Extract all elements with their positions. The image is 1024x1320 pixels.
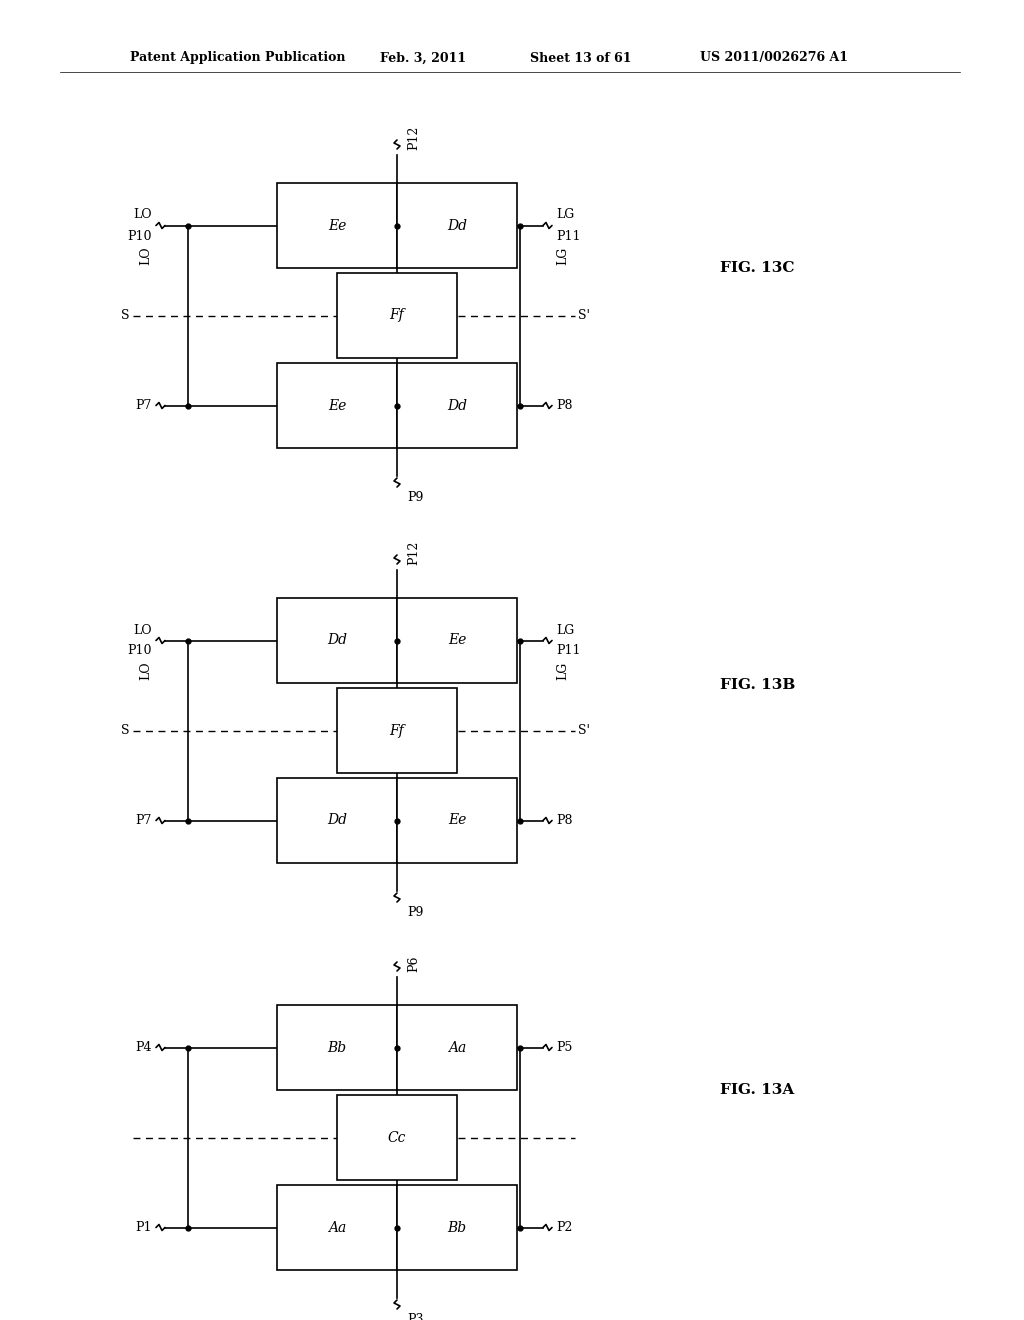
Text: P10: P10 [128,230,152,243]
Text: Dd: Dd [327,813,347,828]
Text: LO: LO [133,209,152,222]
Text: Cc: Cc [388,1130,407,1144]
Text: Feb. 3, 2011: Feb. 3, 2011 [380,51,466,65]
Text: Bb: Bb [328,1040,346,1055]
Text: Ee: Ee [447,813,466,828]
Text: FIG. 13B: FIG. 13B [720,678,796,692]
Text: Ee: Ee [447,634,466,648]
Text: P2: P2 [556,1221,572,1234]
Text: P5: P5 [556,1041,572,1053]
Text: P3: P3 [407,1313,424,1320]
Text: LO: LO [139,247,152,265]
Text: LG: LG [556,209,574,222]
Text: P7: P7 [135,814,152,828]
Text: Ff: Ff [389,723,404,738]
Text: Aa: Aa [328,1221,346,1234]
Text: Sheet 13 of 61: Sheet 13 of 61 [530,51,632,65]
Text: P11: P11 [556,230,581,243]
Bar [278,363,397,447]
Text: LG: LG [556,661,569,680]
Text: S': S' [578,309,590,322]
Text: FIG. 13C: FIG. 13C [720,261,795,275]
Text: LO: LO [133,623,152,636]
Text: S': S' [578,723,590,737]
Text: Dd: Dd [447,399,467,412]
Text: Patent Application Publication: Patent Application Publication [130,51,345,65]
Text: Aa: Aa [447,1040,466,1055]
Text: FIG. 13A: FIG. 13A [720,1082,795,1097]
Text: LO: LO [139,661,152,680]
Text: P4: P4 [135,1041,152,1053]
Bar [397,363,517,447]
Bar [278,777,397,863]
Text: P12: P12 [407,125,420,150]
Text: S: S [122,723,130,737]
Bar [397,777,517,863]
Bar [337,273,457,358]
Text: P10: P10 [128,644,152,657]
Bar [397,598,517,682]
Text: Ee: Ee [328,219,346,232]
Text: S: S [122,309,130,322]
Text: Dd: Dd [327,634,347,648]
Bar [397,183,517,268]
Text: P9: P9 [407,906,423,919]
Bar [278,598,397,682]
Bar [278,1005,397,1090]
Bar [337,1096,457,1180]
Text: P1: P1 [135,1221,152,1234]
Bar [397,1185,517,1270]
Text: P6: P6 [407,956,420,972]
Text: Bb: Bb [447,1221,467,1234]
Text: P12: P12 [407,541,420,565]
Text: P11: P11 [556,644,581,657]
Text: LG: LG [556,247,569,264]
Bar [278,183,397,268]
Bar [337,688,457,774]
Text: P8: P8 [556,814,572,828]
Text: P9: P9 [407,491,423,504]
Bar [278,1185,397,1270]
Text: Dd: Dd [447,219,467,232]
Text: Ee: Ee [328,399,346,412]
Text: P8: P8 [556,399,572,412]
Text: US 2011/0026276 A1: US 2011/0026276 A1 [700,51,848,65]
Text: Ff: Ff [389,309,404,322]
Text: LG: LG [556,623,574,636]
Text: P7: P7 [135,399,152,412]
Bar [397,1005,517,1090]
